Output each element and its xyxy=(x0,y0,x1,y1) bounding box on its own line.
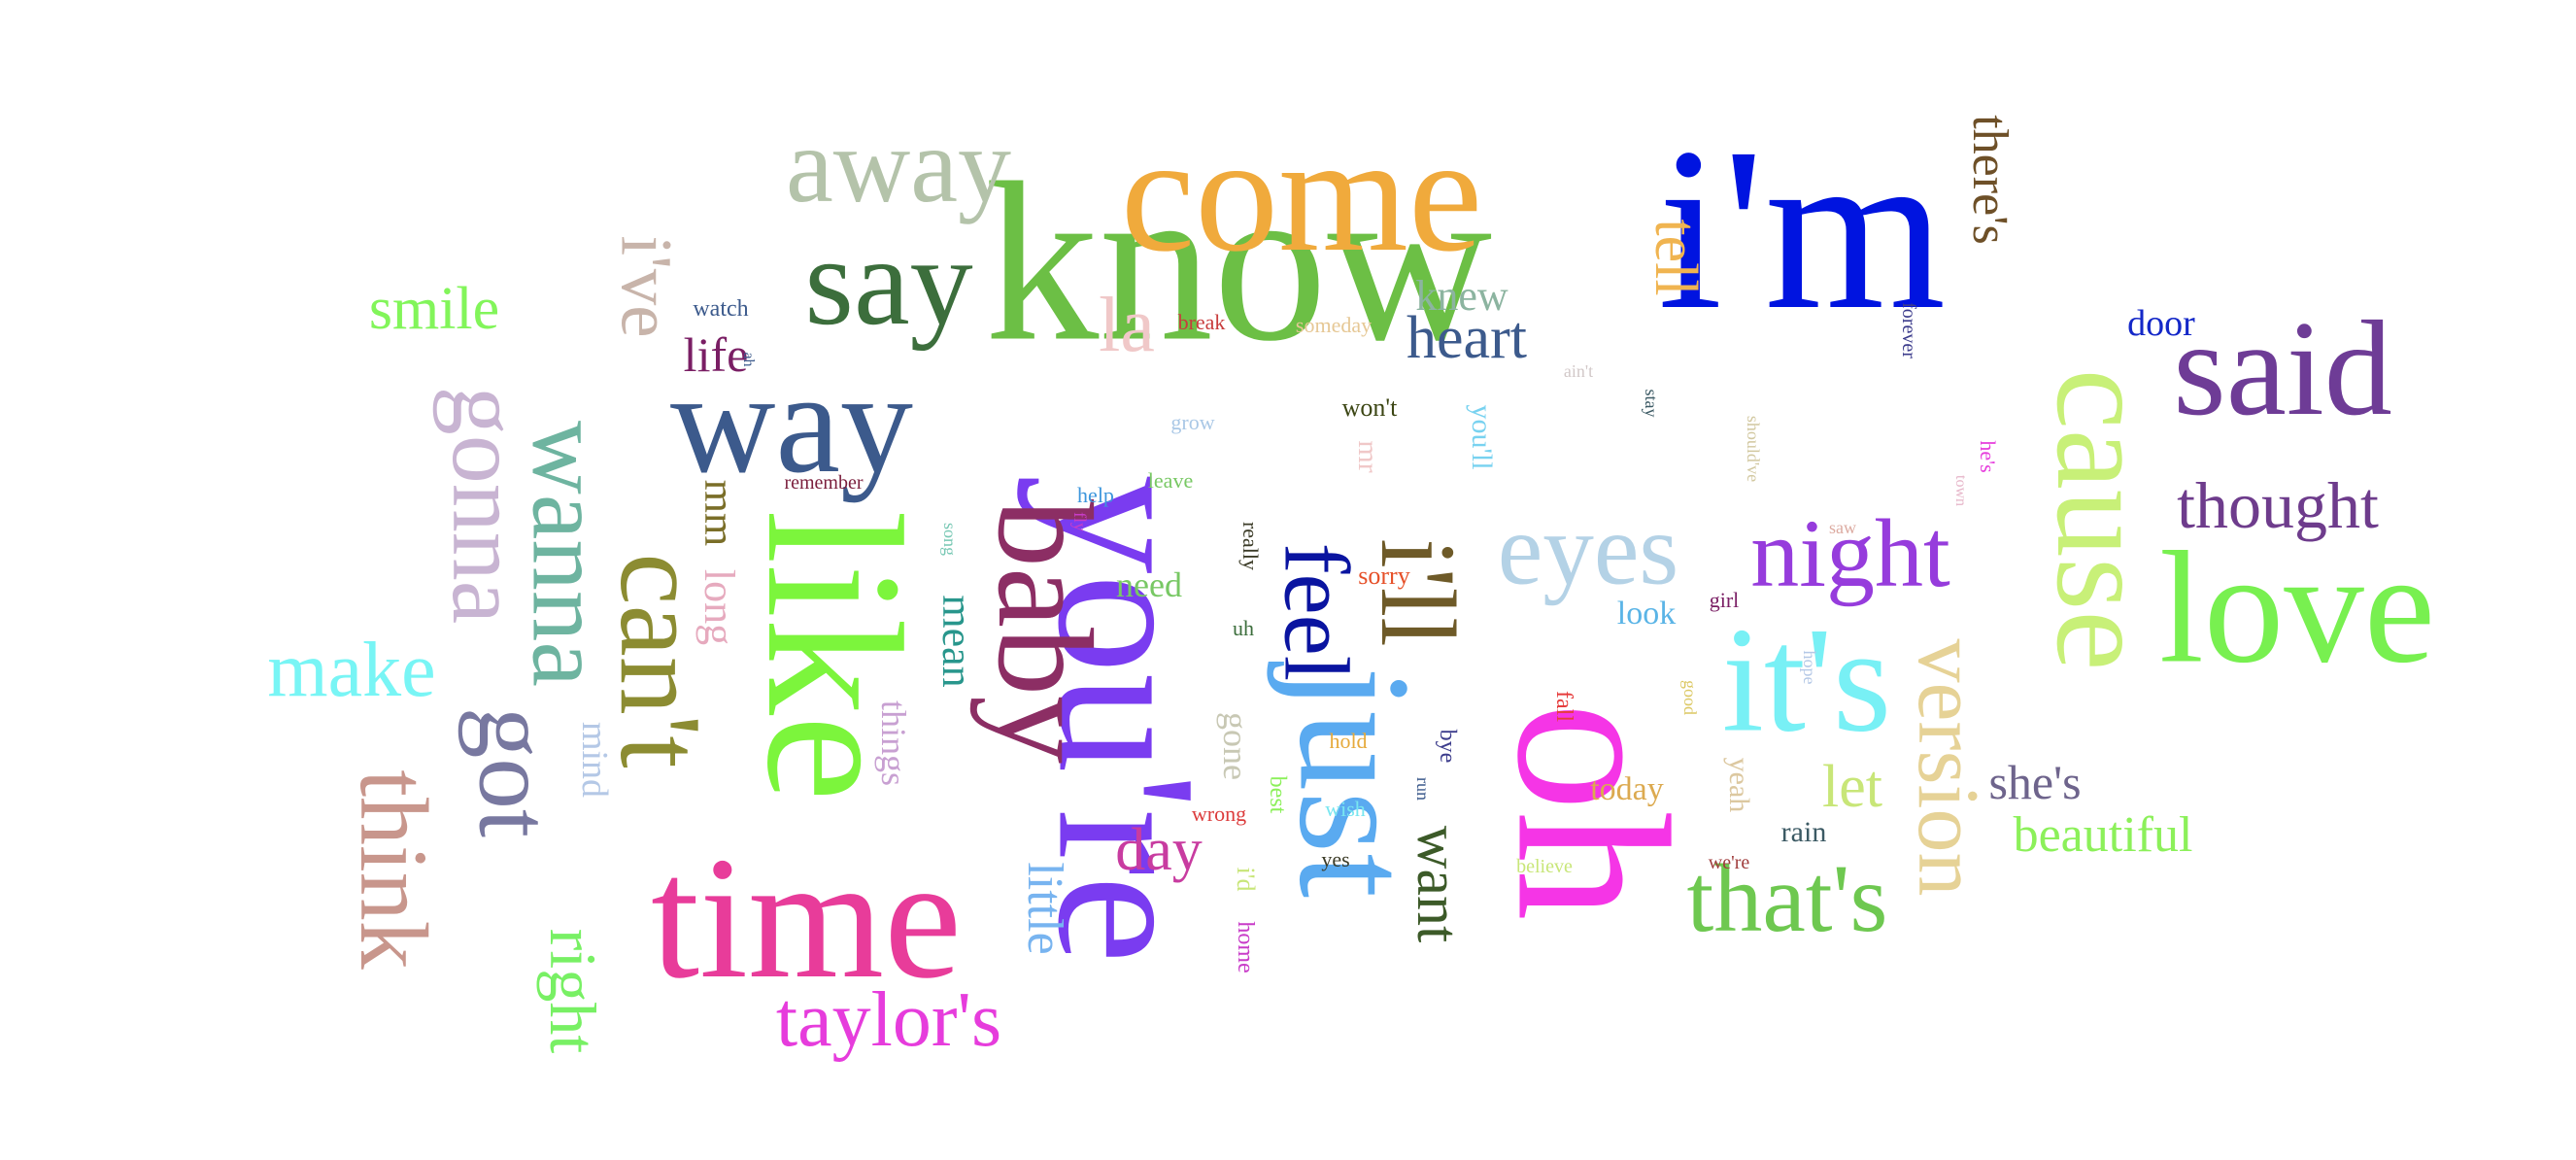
word-know: know xyxy=(984,135,1493,389)
word-break: break xyxy=(1177,310,1226,334)
word-things: things xyxy=(874,699,913,787)
word-mr: mr xyxy=(1352,440,1384,473)
word-sorry: sorry xyxy=(1358,562,1410,590)
word-need: need xyxy=(1116,565,1182,604)
word-shouldve: should've xyxy=(1744,415,1763,483)
word-yeah: yeah xyxy=(1723,757,1755,813)
word-ah: ah xyxy=(740,352,757,367)
word-taylors: taylor's xyxy=(775,977,1002,1063)
word-home: home xyxy=(1233,921,1258,973)
word-yes: yes xyxy=(1321,847,1350,871)
word-said: said xyxy=(2173,293,2392,444)
word-think: think xyxy=(340,769,448,970)
word-away: away xyxy=(785,106,1012,224)
word-believe: believe xyxy=(1516,856,1573,877)
word-good: good xyxy=(1680,680,1700,715)
word-thats: that's xyxy=(1686,844,1888,952)
word-life: life xyxy=(683,327,749,382)
word-little: little xyxy=(1017,862,1072,955)
word-leave: leave xyxy=(1147,468,1194,493)
word-look: look xyxy=(1616,596,1677,631)
word-rain: rain xyxy=(1780,816,1827,848)
word-long: long xyxy=(695,568,743,646)
word-tell: tell xyxy=(1643,219,1709,296)
word-watch: watch xyxy=(693,296,749,322)
word-beautiful: beautiful xyxy=(2013,807,2193,863)
word-got: got xyxy=(458,706,572,838)
word-saw: saw xyxy=(1829,518,1856,537)
word-heart: heart xyxy=(1407,305,1527,371)
word-baby: baby xyxy=(969,498,1120,765)
word-theres: there's xyxy=(1962,115,2017,245)
word-door: door xyxy=(2127,303,2195,344)
word-run: run xyxy=(1413,777,1433,801)
word-hes: he's xyxy=(1976,440,2000,473)
word-come: come xyxy=(1120,102,1483,287)
word-wont: won't xyxy=(1341,393,1398,422)
word-uh: uh xyxy=(1233,616,1254,640)
word-version: version xyxy=(1900,638,1996,897)
word-grow: grow xyxy=(1170,410,1215,434)
word-night: night xyxy=(1750,499,1950,607)
word-make: make xyxy=(267,628,436,713)
word-love: love xyxy=(2158,518,2436,697)
word-feel: feel xyxy=(1265,542,1369,682)
word-best: best xyxy=(1265,775,1290,814)
word-gone: gone xyxy=(1216,712,1255,780)
word-day: day xyxy=(1115,817,1203,883)
word-thought: thought xyxy=(2177,468,2379,542)
word-youll: you'll xyxy=(1466,404,1498,470)
word-let: let xyxy=(1822,754,1882,820)
word-oh: oh xyxy=(1472,701,1715,921)
word-remember: remember xyxy=(784,472,864,494)
word-want: want xyxy=(1405,825,1471,943)
word-stay: stay xyxy=(1642,389,1661,418)
word-fly: fly xyxy=(1070,512,1090,531)
word-im: i'm xyxy=(1657,99,1947,358)
word-smile: smile xyxy=(368,276,500,342)
word-aint: ain't xyxy=(1563,361,1594,381)
word-hope: hope xyxy=(1800,650,1819,685)
word-its: it's xyxy=(1721,596,1892,764)
word-say: say xyxy=(804,212,973,352)
word-time: time xyxy=(651,821,962,1014)
word-eyes: eyes xyxy=(1497,492,1679,606)
word-gonna: gonna xyxy=(432,386,540,625)
word-town: town xyxy=(1952,475,1969,506)
word-song: song xyxy=(940,522,960,557)
word-ive: i've xyxy=(605,235,687,338)
word-mean: mean xyxy=(933,595,981,688)
word-really: really xyxy=(1238,521,1263,571)
word-hold: hold xyxy=(1329,729,1368,753)
word-wrong: wrong xyxy=(1191,802,1247,826)
word-bye: bye xyxy=(1435,729,1460,764)
word-help: help xyxy=(1077,483,1114,507)
word-fall: fall xyxy=(1551,691,1576,722)
word-mm: mm xyxy=(695,479,743,547)
word-ill: i'll xyxy=(1359,538,1477,647)
word-cause: cause xyxy=(2028,368,2179,671)
word-someday: someday xyxy=(1295,313,1373,337)
word-were: we're xyxy=(1708,852,1750,873)
word-way: way xyxy=(670,342,913,503)
word-forever: forever xyxy=(1898,302,1919,358)
word-id: i'd xyxy=(1232,867,1260,892)
word-mind: mind xyxy=(574,721,615,799)
word-wish: wish xyxy=(1325,797,1366,821)
word-shes: she's xyxy=(1988,755,2082,809)
word-girl: girl xyxy=(1709,588,1740,612)
word-la: la xyxy=(1099,283,1155,368)
word-knew: knew xyxy=(1415,272,1508,320)
word-right: right xyxy=(536,928,610,1054)
word-today: today xyxy=(1590,771,1664,807)
